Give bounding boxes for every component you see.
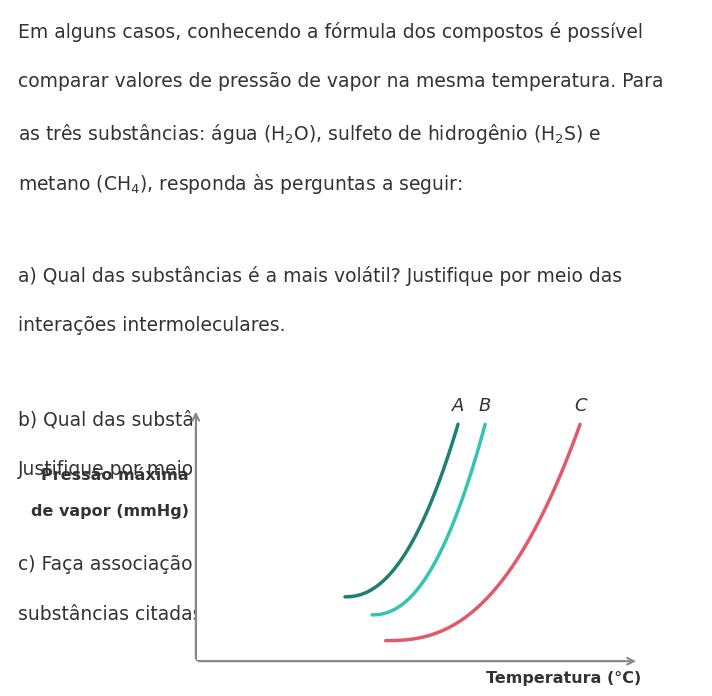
Text: de vapor (mmHg): de vapor (mmHg) bbox=[31, 505, 189, 519]
Text: C: C bbox=[574, 397, 587, 416]
Text: c) Faça associação entre as três curvas do gráfico com as: c) Faça associação entre as três curvas … bbox=[18, 555, 560, 574]
Text: interações intermoleculares.: interações intermoleculares. bbox=[18, 317, 286, 335]
Text: A: A bbox=[452, 397, 464, 416]
Text: as três substâncias: água (H$_2$O), sulfeto de hidrogênio (H$_2$S) e: as três substâncias: água (H$_2$O), sulf… bbox=[18, 122, 602, 146]
Text: b) Qual das substâncias apresenta menor pressão de vapor?: b) Qual das substâncias apresenta menor … bbox=[18, 411, 589, 430]
Text: comparar valores de pressão de vapor na mesma temperatura. Para: comparar valores de pressão de vapor na … bbox=[18, 72, 664, 91]
Text: Justifique por meio das interações intermoleculares.: Justifique por meio das interações inter… bbox=[18, 461, 507, 480]
Text: Em alguns casos, conhecendo a fórmula dos compostos é possível: Em alguns casos, conhecendo a fórmula do… bbox=[18, 22, 643, 42]
Text: Pressão máxima: Pressão máxima bbox=[41, 468, 189, 483]
Text: substâncias citadas.: substâncias citadas. bbox=[18, 605, 209, 624]
Text: Temperatura (°C): Temperatura (°C) bbox=[486, 671, 641, 686]
Text: metano (CH$_4$), responda às perguntas a seguir:: metano (CH$_4$), responda às perguntas a… bbox=[18, 173, 463, 196]
Text: B: B bbox=[479, 397, 491, 416]
Text: a) Qual das substâncias é a mais volátil? Justifique por meio das: a) Qual das substâncias é a mais volátil… bbox=[18, 267, 622, 286]
